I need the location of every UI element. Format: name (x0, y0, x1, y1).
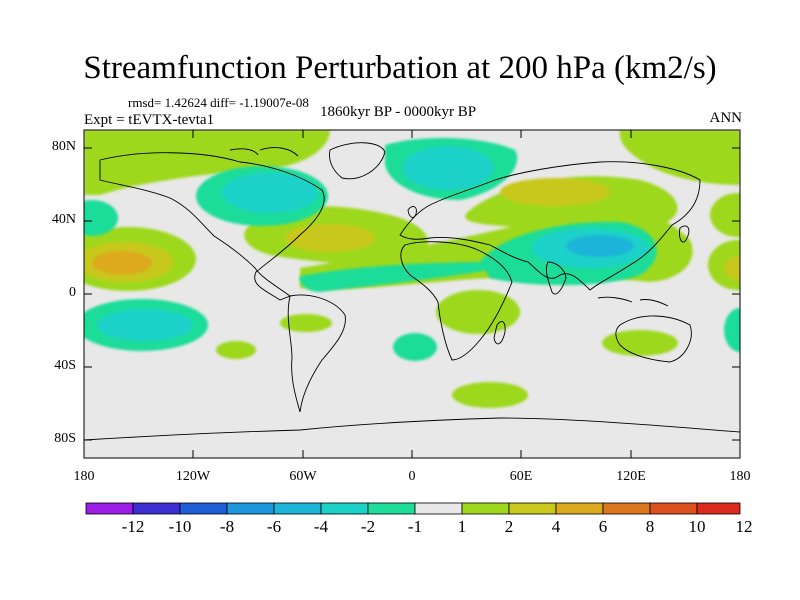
pos-region-south-africa (436, 290, 520, 334)
experiment-label: Expt = tEVTX-tevta1 (84, 112, 215, 128)
colorbar-box-2 (132, 502, 181, 515)
colorbar-box-7 (367, 502, 416, 515)
colorbar-label: 12 (735, 517, 753, 536)
colorbar-box-8 (414, 502, 463, 515)
y-tick-label: 80S (54, 431, 76, 446)
colorbar-box-14 (696, 502, 741, 515)
colorbar-box-6 (320, 502, 369, 515)
x-tick-label: 0 (408, 469, 416, 484)
y-tick-label: 80N (51, 139, 76, 154)
colorbar-box-9 (461, 502, 510, 515)
x-tick-label: 60W (289, 469, 317, 484)
x-tick-label: 180 (73, 469, 95, 484)
stats-line: rmsd= 1.42624 diff= -1.19007e-08 (128, 95, 309, 110)
y-tick-label: 0 (69, 285, 76, 300)
colorbar-box-1 (85, 502, 134, 515)
colorbar-label: 8 (645, 517, 655, 536)
y-tick-label: 40N (51, 212, 76, 227)
colorbar-label: 6 (598, 517, 608, 536)
colorbar-label: -4 (313, 517, 329, 536)
x-tick-label: 120E (616, 469, 646, 484)
colorbar-box-13 (649, 502, 698, 515)
colorbar-label: -8 (219, 517, 235, 536)
contour-field (84, 130, 740, 458)
colorbar-label: 10 (688, 517, 706, 536)
colorbar-box-12 (602, 502, 651, 515)
season-label: ANN (709, 110, 743, 126)
x-tick-label: 60E (509, 469, 533, 484)
colorbar (85, 502, 741, 515)
colorbar-label: -12 (121, 517, 145, 536)
y-tick-label: 40S (54, 358, 76, 373)
axis-ticks (84, 130, 740, 458)
colorbar-box-11 (555, 502, 604, 515)
colorbar-label: 4 (551, 517, 561, 536)
colorbar-label: 1 (457, 517, 467, 536)
colorbar-label: -2 (360, 517, 376, 536)
colorbar-box-3 (179, 502, 228, 515)
colorbar-label: -1 (407, 517, 423, 536)
coastlines (84, 142, 740, 441)
x-tick-label: 180 (729, 469, 751, 484)
colorbar-box-5 (273, 502, 322, 515)
colorbar-label: 2 (504, 517, 514, 536)
period-label: 1860kyr BP - 0000kyr BP (320, 104, 477, 120)
pos-region-north-pacific (84, 130, 330, 195)
negative-anomalies (84, 138, 740, 361)
colorbar-label: -10 (168, 517, 192, 536)
colorbar-box-10 (508, 502, 557, 515)
colorbar-box-4 (226, 502, 275, 515)
map-title: Streamfunction Perturbation at 200 hPa (… (83, 50, 717, 86)
x-tick-label: 120W (175, 469, 211, 484)
colorbar-label: -6 (266, 517, 282, 536)
